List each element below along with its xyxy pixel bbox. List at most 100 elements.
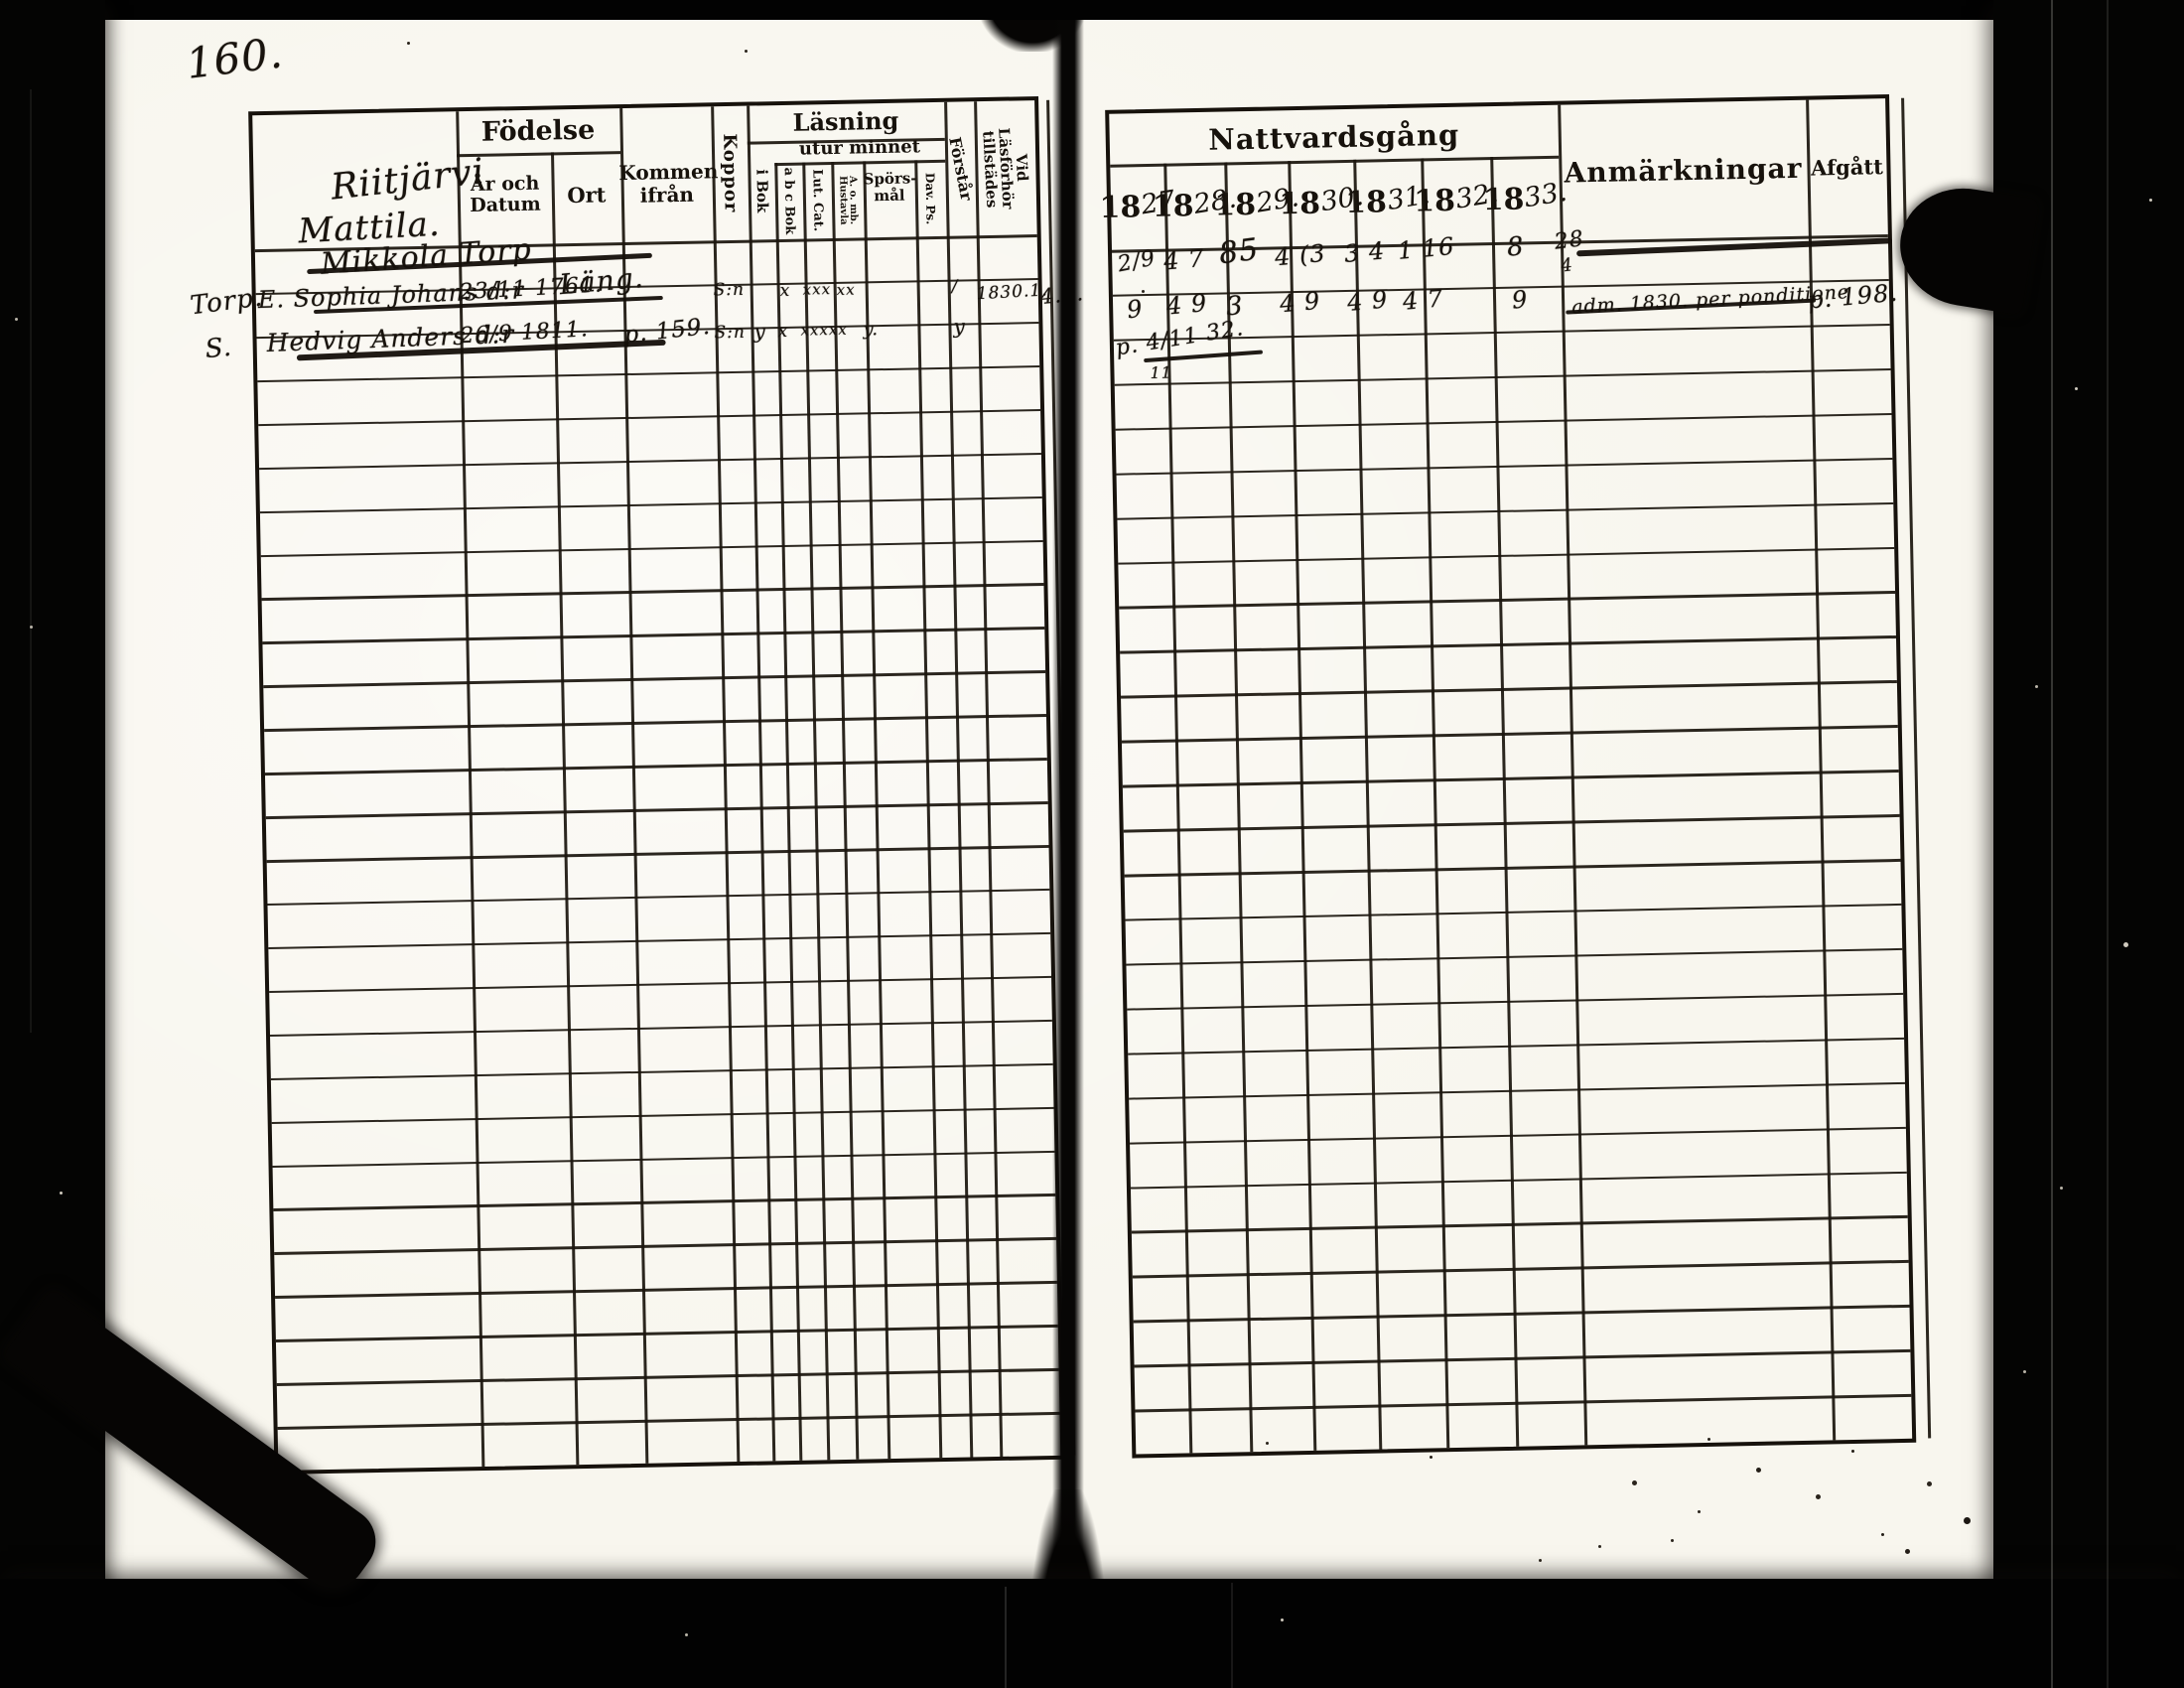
grid-row-line <box>267 888 1050 907</box>
left-table-annotations: Riitjärvi Mattila. Mikkola Torp Torp. E. Sop… <box>189 100 1085 1471</box>
grid-line-vertical <box>944 101 973 1458</box>
year-handwritten-suffix: 33. <box>1522 176 1570 213</box>
grid-line-vertical <box>1353 159 1382 1450</box>
strike-through-line <box>307 252 652 275</box>
grid-row-line <box>260 539 1043 558</box>
grid-row-line <box>262 627 1045 644</box>
grid-row-line <box>264 758 1047 775</box>
grid-row-line <box>273 1194 1056 1211</box>
grid-row-line <box>266 844 1049 863</box>
handwriting-birth-place: Läng. <box>558 260 645 302</box>
year-printed-prefix: 18 <box>1278 186 1321 221</box>
grid-row-line <box>257 364 1040 383</box>
strike-through-line <box>296 339 666 361</box>
right-page-table: Nattvardsgång Anmärkningar Afgått 18 27 18… <box>1099 94 1932 1459</box>
handwriting-communion-1833: 9 <box>1510 285 1530 315</box>
grid-row-line <box>271 1106 1054 1125</box>
header-forstar-label: Förstår <box>944 135 976 203</box>
handwriting-farm: Mattila. <box>297 204 442 252</box>
year-printed-prefix: 18 <box>1344 184 1388 220</box>
grid-row-line <box>274 1237 1057 1255</box>
header-hustavla-label: A. o. mb. Hustavla <box>837 175 860 225</box>
grid-row-line <box>258 408 1041 427</box>
grid-line-vertical <box>619 108 648 1464</box>
header-anmarkningar: Anmärkningar <box>1564 151 1803 190</box>
grid-line-vertical <box>456 111 484 1468</box>
film-border-left <box>0 0 105 1688</box>
header-i-bok: i Bok <box>748 141 776 240</box>
film-scratch <box>30 89 32 1033</box>
grid-row-line <box>261 583 1044 602</box>
grid-row-line <box>269 975 1052 994</box>
header-forstar: Förstår <box>944 101 977 236</box>
header-i-bok-label: i Bok <box>751 168 771 213</box>
header-afgatt: Afgått <box>1810 154 1884 181</box>
header-kommen-ifran: Kommen ifrån <box>618 159 719 208</box>
grid-line-vertical <box>774 163 802 1461</box>
year-printed-prefix: 18 <box>1482 181 1525 217</box>
handwriting-understands-mark: y <box>953 314 966 339</box>
grid-row-line <box>276 1368 1059 1386</box>
grid-row-line <box>256 321 1039 340</box>
handwriting-name: Hedvig Anders d:r <box>266 319 515 357</box>
grid-line-vertical <box>550 152 579 1466</box>
header-koppor-label: Koppor <box>719 133 742 213</box>
year-header: 18 33. <box>1482 156 1570 242</box>
grid-line-vertical <box>1288 161 1316 1451</box>
header-koppor: Koppor <box>711 106 750 241</box>
year-header: 18 32. <box>1414 157 1501 243</box>
header-nattvardsgang: Nattvardsgång <box>1207 117 1460 157</box>
year-printed-prefix: 18 <box>1152 188 1194 224</box>
film-border-bottom <box>0 1579 2184 1688</box>
grid-row-line <box>268 931 1051 950</box>
grid-line-vertical <box>1224 162 1253 1453</box>
film-scratch <box>1231 1583 1233 1688</box>
grid-row-line <box>277 1411 1060 1430</box>
header-dav-ps: Dav. Ps. <box>914 160 946 237</box>
grid-row-line <box>259 452 1041 471</box>
header-abc-bok: a b c Bok <box>774 163 803 240</box>
year-printed-prefix: 18 <box>1213 187 1257 223</box>
header-lasning: Läsning <box>792 105 899 137</box>
grid-row-line <box>275 1281 1057 1299</box>
header-lut-cat-label: Lut. Cat. <box>809 169 826 232</box>
film-border-top <box>0 0 2184 20</box>
year-printed-prefix: 18 <box>1413 183 1456 219</box>
header-fodelse: Födelse <box>480 114 596 148</box>
grid-row-line <box>270 1062 1053 1081</box>
grid-row-line <box>272 1150 1055 1169</box>
handwriting-name: E. Sophia Johans d:r <box>257 276 525 315</box>
strike-through-line <box>1144 350 1264 363</box>
grid-line-vertical <box>1490 157 1519 1447</box>
center-fold <box>1052 0 1084 1688</box>
year-header: 18 31. <box>1345 158 1433 244</box>
header-ar-och-datum: År och Datum <box>470 172 541 217</box>
grid-line-vertical <box>711 106 740 1463</box>
handwriting-attendance: 1830.1. <box>976 280 1049 305</box>
grid-line-vertical <box>747 105 775 1462</box>
handwriting-communion-1827: 9 <box>1125 294 1146 325</box>
handwriting-reading-mark: y <box>753 319 767 344</box>
grid-line-vertical <box>1163 163 1192 1454</box>
grid-row-line <box>275 1325 1058 1342</box>
header-dav-ps-label: Dav. Ps. <box>922 172 938 224</box>
handwriting-croft-struck: Mikkola Torp <box>319 231 533 282</box>
grid-row-line <box>265 801 1048 819</box>
header-lut-cat: Lut. Cat. <box>802 162 832 239</box>
left-page-table: Födelse År och Datum Ort Kommen ifrån Ko… <box>189 96 1085 1476</box>
handwriting-moved-to-page: p. 198. <box>1806 278 1900 315</box>
handwriting-smallpox: S:n <box>714 322 747 344</box>
header-hustavla: A. o. mb. Hustavla <box>831 161 864 238</box>
grid-row-line <box>264 714 1046 732</box>
film-scratch <box>1005 1587 1007 1688</box>
year-printed-prefix: 18 <box>1099 189 1142 225</box>
grid-line-vertical <box>974 101 1003 1457</box>
header-vid-lasforhor-label: Vid Läsförhör tillstädes <box>978 126 1031 210</box>
header-ort: Ort <box>567 182 607 209</box>
strike-through-line <box>1566 298 1817 315</box>
film-scratch <box>2051 0 2053 1688</box>
grid-line-vertical <box>1421 158 1449 1449</box>
grid-line-vertical <box>802 162 830 1461</box>
grid-line-vertical <box>863 161 890 1460</box>
